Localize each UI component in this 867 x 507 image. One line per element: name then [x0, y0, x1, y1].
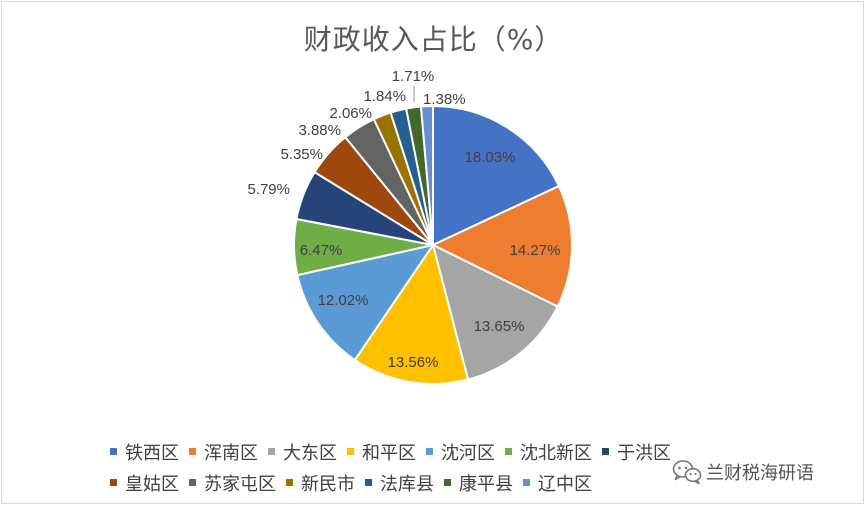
legend-item: 沈北新区	[505, 439, 592, 465]
legend-item: 康平县	[444, 470, 513, 496]
data-label: 5.79%	[247, 181, 290, 198]
legend-item: 铁西区	[110, 439, 179, 465]
legend-row: 皇姑区 苏家屯区 新民市 法库县 康平县 辽中区	[110, 467, 750, 498]
pie-slice	[419, 104, 434, 246]
legend-label: 大东区	[283, 442, 337, 464]
chart-title: 财政收入占比（%）	[303, 23, 564, 56]
legend-item: 大东区	[268, 439, 337, 465]
legend-item: 新民市	[286, 470, 355, 496]
legend-label: 于洪区	[617, 442, 671, 464]
pie-slice	[431, 243, 559, 381]
legend-item: 法库县	[365, 470, 434, 496]
legend-label: 皇姑区	[125, 473, 179, 495]
legend-swatch	[286, 479, 293, 486]
legend-swatch	[444, 479, 451, 486]
data-label: 6.47%	[300, 242, 343, 259]
legend-swatch	[505, 448, 512, 455]
data-label: 12.02%	[318, 292, 369, 309]
legend-item: 苏家屯区	[189, 470, 276, 496]
watermark-text: 兰财税海研语	[706, 463, 814, 484]
legend-label: 康平县	[459, 473, 513, 495]
data-label: 3.88%	[298, 122, 341, 139]
legend-item: 浑南区	[189, 439, 258, 465]
legend-swatch	[268, 448, 275, 455]
data-label: 13.65%	[474, 318, 525, 335]
pie-slice	[432, 104, 561, 247]
data-label: 5.35%	[280, 146, 323, 163]
legend-swatch	[602, 448, 609, 455]
data-label: 1.38%	[423, 91, 466, 108]
legend-item: 沈河区	[426, 439, 495, 465]
chart-legend: 铁西区 浑南区 大东区 和平区 沈河区 沈北新区 于洪区皇姑区 苏家屯区 新民市 法库县 康平县 辽中…	[110, 436, 750, 498]
pie-slice	[430, 184, 573, 308]
legend-swatch	[365, 479, 372, 486]
legend-swatch	[426, 448, 433, 455]
legend-label: 沈河区	[441, 442, 495, 464]
legend-swatch	[347, 448, 354, 455]
legend-item: 辽中区	[523, 470, 592, 496]
data-label: 1.71%	[392, 68, 435, 85]
legend-swatch	[110, 479, 117, 486]
data-label: 1.84%	[363, 88, 406, 105]
legend-label: 铁西区	[125, 442, 179, 464]
legend-item: 于洪区	[602, 439, 671, 465]
legend-label: 辽中区	[538, 473, 592, 495]
legend-swatch	[110, 448, 117, 455]
legend-swatch	[189, 448, 196, 455]
legend-label: 和平区	[362, 442, 416, 464]
data-label: 13.56%	[388, 354, 439, 371]
pie-slice	[296, 243, 436, 362]
pie-slice	[353, 242, 470, 385]
legend-label: 沈北新区	[520, 442, 592, 464]
legend-item: 皇姑区	[110, 470, 179, 496]
legend-item: 和平区	[347, 439, 416, 465]
wechat-icon	[672, 460, 702, 485]
watermark: 兰财税海研语	[672, 459, 814, 485]
legend-swatch	[189, 479, 196, 486]
data-label: 2.06%	[329, 105, 372, 122]
legend-label: 法库县	[380, 473, 434, 495]
legend-label: 新民市	[301, 473, 355, 495]
legend-label: 苏家屯区	[204, 473, 276, 495]
data-label: 14.27%	[510, 242, 561, 259]
legend-swatch	[523, 479, 530, 486]
legend-row: 铁西区 浑南区 大东区 和平区 沈河区 沈北新区 于洪区	[110, 436, 750, 467]
legend-label: 浑南区	[204, 442, 258, 464]
data-label: 18.03%	[465, 149, 516, 166]
